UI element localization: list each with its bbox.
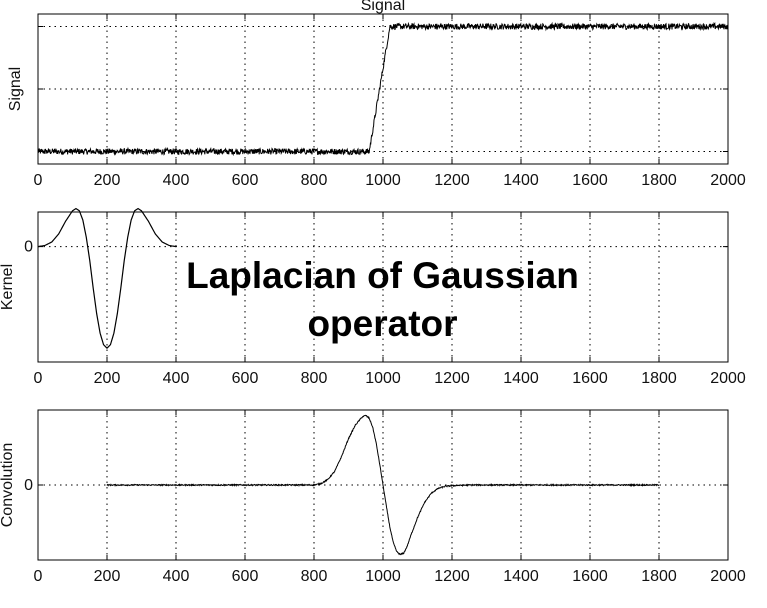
x-tick-label: 800 xyxy=(301,568,328,585)
y-tick-label: 0 xyxy=(24,477,33,494)
x-tick-label: 600 xyxy=(232,172,259,189)
x-tick-label: 1200 xyxy=(434,172,470,189)
y-axis-label: Kernel xyxy=(0,264,16,310)
y-axis-label: Signal xyxy=(7,67,24,111)
plot-signal: 0 200 400 600 800 1000 1200 1400 1600 1800 2000 Sig… xyxy=(7,0,746,189)
x-tick-label: 1800 xyxy=(641,172,677,189)
series-line-convolution xyxy=(106,414,660,556)
series-line-kernel xyxy=(37,207,177,349)
x-tick-label: 1600 xyxy=(572,172,608,189)
x-tick-label: 1200 xyxy=(434,370,470,387)
x-tick-label: 800 xyxy=(301,172,328,189)
x-tick-label: 2000 xyxy=(710,370,746,387)
plot-kernel: 0 200 400 600 800 1000 1200 1400 1600 1800 2000 0 Ke… xyxy=(0,207,746,387)
x-tick-label: 200 xyxy=(94,568,121,585)
x-tick-label: 1600 xyxy=(572,370,608,387)
x-tick-label: 1000 xyxy=(365,370,401,387)
x-tick-label: 1000 xyxy=(365,172,401,189)
plot-convolution: 0 200 400 600 800 1000 1200 1400 1600 1800 2000 0 Co… xyxy=(0,409,746,585)
x-tick-label: 1200 xyxy=(434,568,470,585)
x-tick-label: 1800 xyxy=(641,370,677,387)
x-tick-label: 800 xyxy=(301,370,328,387)
series-line-signal xyxy=(37,21,729,157)
x-tick-label: 2000 xyxy=(710,172,746,189)
x-tick-label: 200 xyxy=(94,172,121,189)
y-tick-label: 0 xyxy=(24,239,33,256)
x-tick-label: 1600 xyxy=(572,568,608,585)
plot-title: Signal xyxy=(361,0,405,14)
x-tick-label: 2000 xyxy=(710,568,746,585)
x-tick-label: 600 xyxy=(232,370,259,387)
overlay-title-line1: Laplacian of Gaussian xyxy=(186,255,579,296)
x-tick-label: 400 xyxy=(163,370,190,387)
x-tick-label: 1000 xyxy=(365,568,401,585)
x-tick-label: 400 xyxy=(163,172,190,189)
x-tick-label: 0 xyxy=(34,172,43,189)
x-tick-label: 1400 xyxy=(503,568,539,585)
x-tick-label: 1400 xyxy=(503,172,539,189)
x-tick-label: 600 xyxy=(232,568,259,585)
x-tick-label: 1400 xyxy=(503,370,539,387)
y-axis-label: Convolution xyxy=(0,443,16,528)
overlay-title-line2: operator xyxy=(307,303,458,344)
x-tick-label: 0 xyxy=(34,568,43,585)
x-tick-label: 200 xyxy=(94,370,121,387)
x-tick-label: 1800 xyxy=(641,568,677,585)
x-tick-label: 0 xyxy=(34,370,43,387)
x-tick-label: 400 xyxy=(163,568,190,585)
